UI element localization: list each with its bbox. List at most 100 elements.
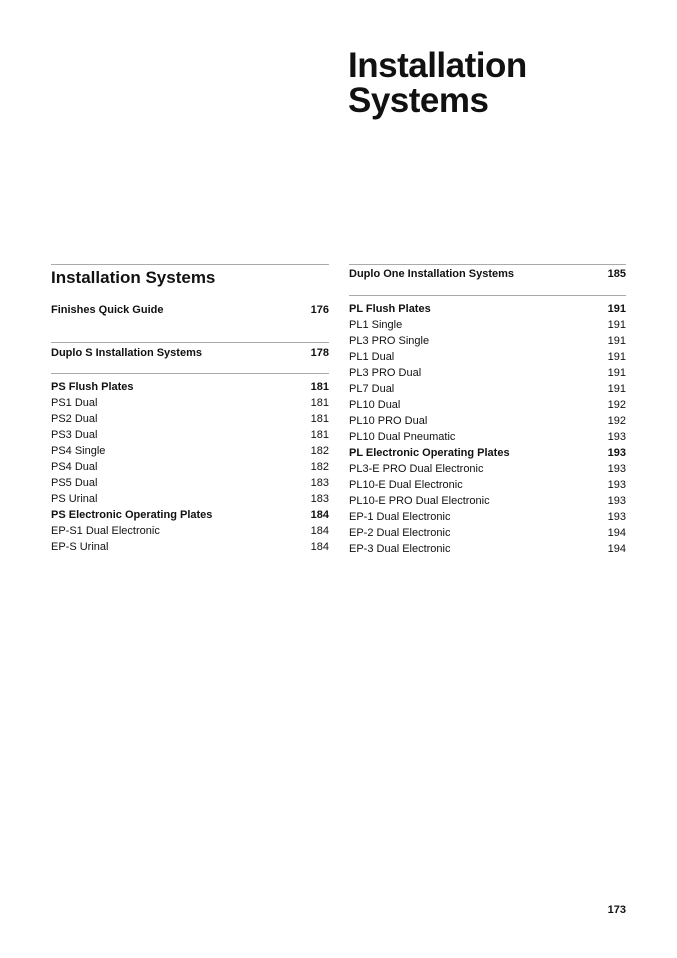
toc-label: EP-1 Dual Electronic [349,511,451,523]
toc-entry[interactable]: PS4 Single 182 [51,443,329,459]
toc-page: 181 [310,429,329,441]
divider [349,295,626,296]
toc-label: EP-3 Dual Electronic [349,543,451,555]
toc-label: PS3 Dual [51,429,98,441]
toc-entry[interactable]: PS3 Dual 181 [51,427,329,443]
page-number: 173 [607,904,626,916]
toc-heading[interactable]: PS Electronic Operating Plates 184 [51,507,329,523]
toc-label: PL10 PRO Dual [349,415,428,427]
toc-label: PS5 Dual [51,477,98,489]
toc-page: 184 [310,525,329,537]
toc-label: PS4 Dual [51,461,98,473]
toc-entry-duplo-one[interactable]: Duplo One Installation Systems 185 [349,266,626,282]
toc-label: PL7 Dual [349,383,395,395]
toc-entry[interactable]: PL10 PRO Dual 192 [349,413,626,429]
toc-entry[interactable]: PL7 Dual 191 [349,381,626,397]
toc-entry[interactable]: PL10 Dual 192 [349,397,626,413]
toc-entry-duplo-s[interactable]: Duplo S Installation Systems 178 [51,345,329,361]
toc-page: 191 [607,367,626,379]
toc-page: 182 [310,461,329,473]
title-line-1: Installation [348,46,527,85]
toc-page: 191 [607,351,626,363]
divider [51,264,329,265]
toc-entry[interactable]: PS5 Dual 183 [51,475,329,491]
toc-page: 192 [607,415,626,427]
toc-page: 194 [607,527,626,539]
toc-page: 181 [310,397,329,409]
toc-label: PS1 Dual [51,397,98,409]
toc-entry[interactable]: PS Urinal 183 [51,491,329,507]
page-title: Installation Systems [348,48,527,118]
toc-label: PL Flush Plates [349,303,431,315]
toc-entry[interactable]: EP-3 Dual Electronic 194 [349,541,626,557]
toc-label: PS Urinal [51,493,98,505]
toc-heading[interactable]: PL Electronic Operating Plates 193 [349,445,626,461]
title-line-2: Systems [348,81,489,120]
toc-label: PL10-E Dual Electronic [349,479,463,491]
toc-page: 194 [607,543,626,555]
toc-label: PS Electronic Operating Plates [51,509,213,521]
divider [349,264,626,265]
toc-label: PL10 Dual [349,399,401,411]
toc-label: PL Electronic Operating Plates [349,447,510,459]
toc-page: 191 [607,319,626,331]
toc-entry[interactable]: PL1 Single 191 [349,317,626,333]
toc-entry[interactable]: PL10 Dual Pneumatic 193 [349,429,626,445]
toc-heading[interactable]: PS Flush Plates 181 [51,379,329,395]
toc-page: 193 [607,463,626,475]
toc-entry[interactable]: PL1 Dual 191 [349,349,626,365]
toc-page: 176 [310,304,329,316]
toc-label: Finishes Quick Guide [51,304,164,316]
toc-entry[interactable]: PS4 Dual 182 [51,459,329,475]
section-title: Installation Systems [51,268,216,287]
toc-page: 178 [310,347,329,359]
toc-label: EP-2 Dual Electronic [349,527,451,539]
toc-entry[interactable]: PL3 PRO Single 191 [349,333,626,349]
toc-entry-finishes[interactable]: Finishes Quick Guide 176 [51,302,329,318]
toc-entry[interactable]: EP-1 Dual Electronic 193 [349,509,626,525]
toc-page: 193 [607,447,626,459]
toc-label: PS4 Single [51,445,106,457]
toc-page: 183 [310,493,329,505]
toc-entry[interactable]: PL3 PRO Dual 191 [349,365,626,381]
toc-page: 184 [310,541,329,553]
toc-entry[interactable]: PL10-E Dual Electronic 193 [349,477,626,493]
toc-page: 193 [607,511,626,523]
toc-label: Duplo One Installation Systems [349,268,515,280]
toc-label: PL1 Single [349,319,403,331]
toc-entry[interactable]: PS1 Dual 181 [51,395,329,411]
toc-page: 191 [607,335,626,347]
toc-page: 193 [607,479,626,491]
toc-page: 191 [607,383,626,395]
toc-page: 193 [607,495,626,507]
toc-label: Duplo S Installation Systems [51,347,202,359]
toc-entry[interactable]: EP-2 Dual Electronic 194 [349,525,626,541]
toc-label: PS2 Dual [51,413,98,425]
toc-entry[interactable]: EP-S1 Dual Electronic 184 [51,523,329,539]
toc-page: 191 [607,303,626,315]
toc-page: 192 [607,399,626,411]
toc-label: PS Flush Plates [51,381,134,393]
toc-page: 181 [310,413,329,425]
toc-heading[interactable]: PL Flush Plates 191 [349,301,626,317]
toc-label: PL10 Dual Pneumatic [349,431,456,443]
toc-label: PL1 Dual [349,351,395,363]
toc-entry[interactable]: PL10-E PRO Dual Electronic 193 [349,493,626,509]
toc-page: 193 [607,431,626,443]
toc-page: 182 [310,445,329,457]
toc-entry[interactable]: PL3-E PRO Dual Electronic 193 [349,461,626,477]
toc-label: PL10-E PRO Dual Electronic [349,495,490,507]
toc-page: 183 [310,477,329,489]
toc-label: EP-S Urinal [51,541,109,553]
toc-page: 185 [607,268,626,280]
toc-page: 181 [310,381,329,393]
toc-label: PL3 PRO Single [349,335,430,347]
toc-entry[interactable]: EP-S Urinal 184 [51,539,329,555]
divider [51,373,329,374]
toc-entry[interactable]: PS2 Dual 181 [51,411,329,427]
toc-label: PL3 PRO Dual [349,367,422,379]
toc-label: PL3-E PRO Dual Electronic [349,463,484,475]
toc-label: EP-S1 Dual Electronic [51,525,160,537]
toc-page: 184 [310,509,329,521]
